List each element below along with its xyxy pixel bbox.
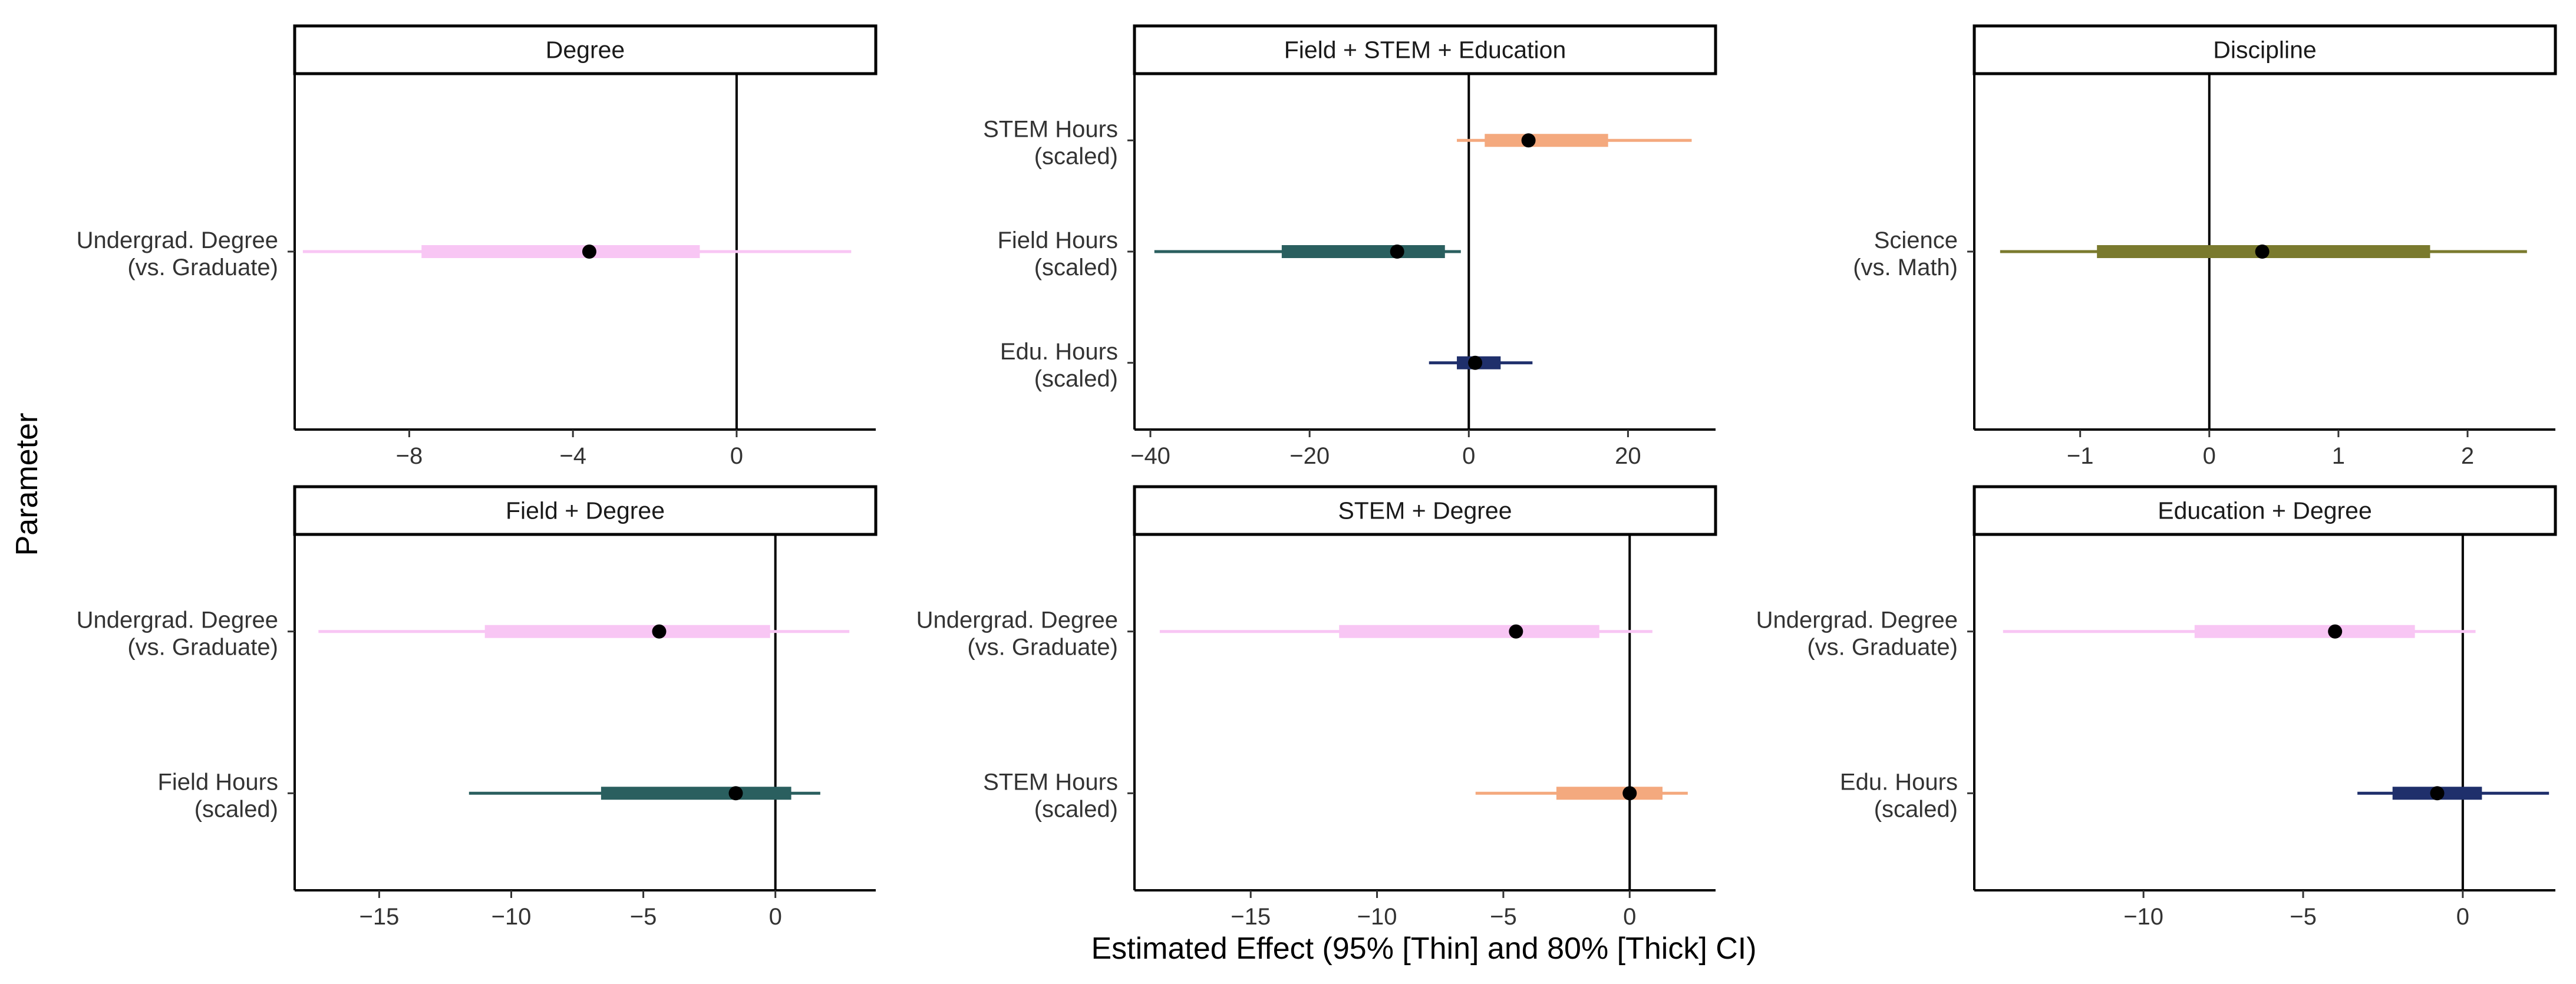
x-tick-label: −15 [359, 904, 399, 930]
x-tick-label: −40 [1130, 443, 1170, 469]
point-estimate [582, 245, 596, 259]
x-tick-label: −4 [559, 443, 586, 469]
parameter-label-line: Field Hours [157, 769, 278, 795]
facet-panel: Degree −8 −4 0 Undergrad. Degree (vs. Graduat… [77, 24, 878, 469]
parameter-label: STEM Hours (scaled) [983, 116, 1118, 169]
parameter-label: Edu. Hours (scaled) [1000, 339, 1118, 392]
facet-panel: Education + Degree −10 −5 0 Undergrad. Degre… [1756, 485, 2557, 930]
parameter-label: Undergrad. Degree (vs. Graduate) [916, 607, 1118, 661]
parameter-label-line: (scaled) [1034, 255, 1118, 280]
facet-strip-title: Education + Degree [2158, 497, 2372, 524]
x-tick-label: −5 [630, 904, 657, 930]
parameter-label-line: Field Hours [997, 227, 1118, 253]
x-tick-label: −10 [2123, 904, 2163, 930]
parameter-label: STEM Hours (scaled) [983, 769, 1118, 822]
x-tick-label: −1 [2067, 443, 2094, 469]
parameter-label-line: (scaled) [1874, 796, 1958, 822]
parameter-label: Undergrad. Degree (vs. Graduate) [77, 227, 278, 280]
point-estimate [728, 786, 743, 801]
point-estimate [2430, 786, 2445, 801]
parameter-label: Undergrad. Degree (vs. Graduate) [77, 607, 278, 661]
y-axis-title: Parameter [10, 413, 44, 556]
facet-strip [1973, 485, 2557, 536]
point-estimate [1509, 624, 1523, 639]
parameter-label-line: STEM Hours [983, 769, 1118, 795]
parameter-label: Field Hours (scaled) [157, 769, 278, 822]
facet-panel: Discipline −1 0 1 2 Science (vs. Math) [1853, 24, 2557, 469]
facet-strip-title: Field + STEM + Education [1284, 37, 1566, 64]
facet-panel: Field + STEM + Education −40 −20 0 20 STEM Ho… [983, 24, 1717, 469]
x-tick-label: 2 [2461, 443, 2474, 469]
parameter-label-line: (vs. Graduate) [967, 635, 1118, 661]
x-tick-label: −10 [492, 904, 532, 930]
parameter-label: Science (vs. Math) [1853, 227, 1958, 280]
x-tick-label: 0 [1462, 443, 1475, 469]
parameter-label-line: (scaled) [1034, 143, 1118, 169]
parameter-label-line: Edu. Hours [1000, 339, 1118, 365]
parameter-label-line: (vs. Graduate) [127, 635, 278, 661]
x-tick-label: −8 [396, 443, 423, 469]
point-estimate [652, 624, 667, 639]
point-estimate [1390, 245, 1404, 259]
x-tick-label: 0 [2456, 904, 2469, 930]
facet-strip [1133, 24, 1717, 75]
x-tick-label: −5 [2290, 904, 2317, 930]
x-tick-label: −15 [1231, 904, 1271, 930]
parameter-label-line: (vs. Math) [1853, 255, 1958, 280]
x-tick-label: 0 [769, 904, 782, 930]
parameter-label-line: Edu. Hours [1840, 769, 1958, 795]
facet-strip-title: Degree [546, 37, 625, 64]
x-tick-label: −20 [1289, 443, 1330, 469]
parameter-label-line: (scaled) [194, 796, 278, 822]
parameter-label: Field Hours (scaled) [997, 227, 1118, 280]
point-estimate [1622, 786, 1637, 801]
x-axis-title: Estimated Effect (95% [Thin] and 80% [Th… [1091, 932, 1756, 966]
parameter-label-line: (scaled) [1034, 796, 1118, 822]
facet-strip [293, 485, 878, 536]
parameter-label: Edu. Hours (scaled) [1840, 769, 1958, 822]
facet-strip-title: Field + Degree [506, 497, 665, 524]
x-tick-label: −10 [1357, 904, 1397, 930]
x-tick-label: 1 [2332, 443, 2345, 469]
facet-panel: Field + Degree −15 −10 −5 0 Undergrad. Degree… [77, 485, 878, 930]
parameter-label-line: STEM Hours [983, 116, 1118, 142]
parameter-label-line: Undergrad. Degree [1756, 607, 1958, 633]
parameter-label: Undergrad. Degree (vs. Graduate) [1756, 607, 1958, 661]
parameter-label-line: (vs. Graduate) [127, 255, 278, 280]
x-tick-label: 20 [1615, 443, 1641, 469]
facet-strip [1973, 24, 2557, 75]
x-tick-label: 0 [2203, 443, 2216, 469]
parameter-label-line: (vs. Graduate) [1807, 635, 1958, 661]
parameter-label-line: Science [1874, 227, 1958, 253]
facet-strip [1133, 485, 1717, 536]
facet-strip [293, 24, 878, 75]
parameter-label-line: Undergrad. Degree [77, 607, 278, 633]
x-tick-label: 0 [730, 443, 743, 469]
facet-strip-title: Discipline [2213, 37, 2316, 64]
x-tick-label: −5 [1490, 904, 1517, 930]
parameter-label-line: Undergrad. Degree [916, 607, 1118, 633]
parameter-label-line: Undergrad. Degree [77, 227, 278, 253]
point-estimate [1468, 355, 1483, 370]
point-estimate [1521, 133, 1536, 148]
x-tick-label: 0 [1623, 904, 1636, 930]
point-estimate [2255, 245, 2270, 259]
parameter-label-line: (scaled) [1034, 366, 1118, 392]
point-estimate [2328, 624, 2343, 639]
facet-strip-title: STEM + Degree [1338, 497, 1512, 524]
